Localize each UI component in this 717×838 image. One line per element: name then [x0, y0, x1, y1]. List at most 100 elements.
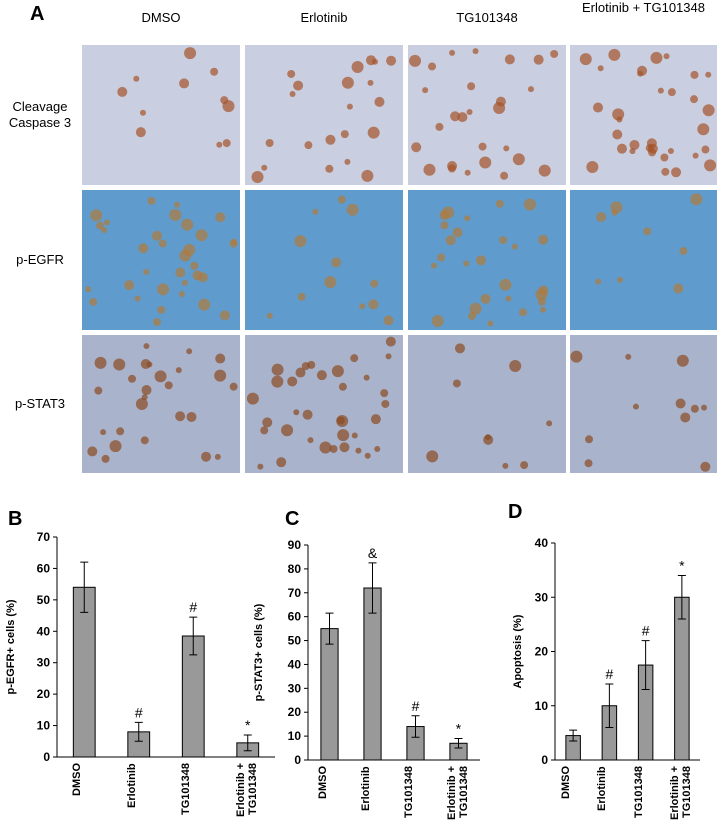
stain — [143, 268, 150, 275]
x-tick-label: Erlotinib + TG101348 — [234, 763, 259, 818]
stain — [690, 193, 703, 206]
stain — [287, 69, 296, 78]
stain — [660, 153, 669, 162]
stain — [350, 354, 359, 363]
stain — [325, 134, 336, 145]
stain — [340, 130, 349, 139]
stain — [625, 353, 632, 360]
y-tick-label: 20 — [535, 645, 549, 659]
stain — [87, 446, 98, 457]
stain — [466, 108, 473, 115]
stain — [152, 318, 161, 327]
stain — [538, 164, 551, 177]
stain — [90, 209, 103, 222]
stain — [539, 306, 546, 313]
stain — [454, 343, 465, 354]
stain — [151, 230, 162, 241]
error-bar — [605, 683, 614, 728]
error-bar — [243, 734, 252, 752]
y-tick-label: 10 — [37, 719, 51, 733]
stain — [351, 432, 358, 439]
stain — [423, 163, 436, 176]
panel-label: C — [285, 508, 299, 530]
stain — [368, 299, 379, 310]
stain — [276, 457, 287, 468]
stain — [261, 164, 268, 171]
stain — [229, 239, 238, 248]
row-label: p-STAT3 — [14, 396, 66, 411]
micrograph — [570, 190, 717, 330]
stain — [355, 447, 362, 454]
stain — [146, 361, 153, 368]
stain — [312, 208, 319, 215]
error-bar — [325, 612, 334, 645]
significance-marker: # — [605, 666, 613, 682]
bar — [363, 587, 382, 761]
x-tick-label: DMSO — [316, 766, 329, 799]
stain — [661, 167, 670, 176]
error-bar — [677, 575, 686, 620]
stain — [141, 385, 152, 396]
y-tick-label: 40 — [288, 657, 302, 671]
significance-marker: # — [412, 698, 420, 714]
stain — [140, 436, 149, 445]
stain — [158, 239, 167, 248]
stain — [297, 292, 306, 301]
stain — [181, 279, 188, 286]
stain — [611, 209, 618, 216]
stain — [139, 109, 146, 116]
stain — [704, 159, 717, 172]
y-tick-label: 90 — [288, 538, 302, 552]
stain — [650, 51, 663, 64]
stain — [467, 82, 476, 91]
stain — [701, 145, 710, 154]
stain — [428, 62, 437, 71]
panel-label: A — [30, 3, 44, 25]
y-tick-label: 20 — [288, 705, 302, 719]
y-tick-label: 60 — [288, 610, 302, 624]
stain — [478, 142, 487, 151]
stain — [450, 111, 461, 122]
stain — [697, 123, 710, 136]
micrograph — [82, 45, 240, 185]
stain — [586, 161, 599, 174]
stain — [307, 437, 314, 444]
stain — [157, 283, 170, 296]
error-bar — [80, 561, 89, 613]
stain — [364, 452, 371, 459]
stain — [593, 102, 604, 113]
stain — [476, 255, 487, 266]
y-tick-label: 10 — [288, 729, 302, 743]
panel-label: B — [8, 508, 22, 530]
stain — [257, 463, 264, 470]
micrograph — [82, 335, 240, 473]
stain — [85, 286, 92, 293]
micrograph — [408, 335, 566, 473]
stain — [509, 359, 522, 372]
stain — [135, 127, 146, 138]
stain — [184, 47, 197, 60]
stain — [260, 426, 269, 435]
stain — [266, 312, 273, 319]
stain — [116, 427, 125, 436]
stain — [673, 283, 684, 294]
stain — [141, 394, 148, 401]
stain — [439, 210, 450, 221]
stain — [198, 298, 211, 311]
stain — [537, 297, 546, 306]
stain — [503, 145, 510, 152]
stain — [94, 386, 103, 395]
significance-marker: # — [135, 704, 143, 720]
x-tick-label: TG101348 — [180, 763, 193, 815]
stain — [643, 227, 652, 236]
stain — [186, 348, 193, 355]
stain — [616, 116, 623, 123]
stain — [452, 379, 461, 388]
row-label: p-EGFR — [16, 252, 64, 267]
stain — [680, 412, 691, 423]
significance-marker: # — [189, 599, 197, 615]
stain — [109, 440, 122, 453]
stain — [502, 462, 509, 469]
stain — [289, 91, 296, 98]
stain — [367, 126, 380, 139]
